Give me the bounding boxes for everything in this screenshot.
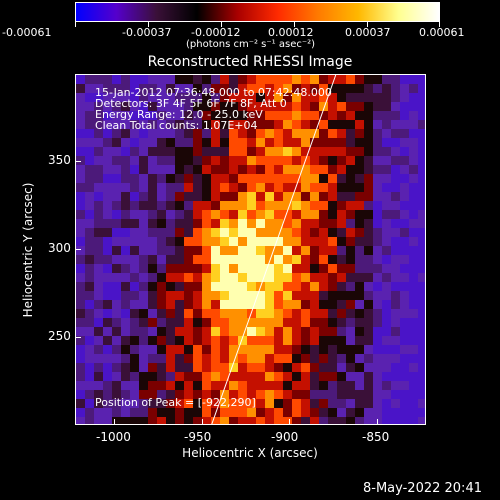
x-axis-label: Heliocentric X (arcsec) [182, 446, 318, 460]
colorbar-tick-label: -0.00037 [122, 26, 172, 39]
x-tick-mark [289, 419, 290, 425]
rhessi-image-plot: 15-Jan-2012 07:36:48.000 to 07:42:48.000… [75, 74, 426, 425]
x-tick-label: -1000 [96, 430, 131, 444]
y-tick-label: 300 [48, 241, 71, 255]
colorbar-tick-label: -0.00012 [191, 26, 241, 39]
colorbar-unit-label: (photons cm⁻² s⁻¹ asec⁻²) [186, 39, 316, 50]
y-tick-mark [75, 337, 81, 338]
info-line-time: 15-Jan-2012 07:36:48.000 to 07:42:48.000 [95, 86, 332, 99]
y-tick-mark [75, 249, 81, 250]
colorbar-tick-mark [221, 22, 222, 27]
timestamp: 8-May-2022 20:41 [363, 481, 482, 496]
colorbar-tick-label: 0.00012 [268, 26, 314, 39]
y-tick-mark [75, 161, 81, 162]
rhessi-image-map [76, 75, 425, 424]
info-line-detectors: Detectors: 3F 4F 5F 6F 7F 8F, Att 0 [95, 97, 287, 110]
x-tick-mark [377, 419, 378, 425]
x-tick-mark [114, 419, 115, 425]
solar-limb-line [211, 75, 337, 424]
y-tick-label: 250 [48, 329, 71, 343]
peak-position-text: Position of Peak = [-922,290] [95, 396, 256, 409]
info-line-energy: Energy Range: 12.0 - 25.0 keV [95, 108, 263, 121]
x-tick-label: -950 [184, 430, 212, 444]
colorbar [75, 2, 440, 22]
colorbar-tick-label: 0.00037 [345, 26, 391, 39]
y-axis-label: Heliocentric Y (arcsec) [21, 182, 35, 318]
y-tick-label: 350 [48, 153, 71, 167]
x-tick-mark [202, 419, 203, 425]
colorbar-tick-label: -0.00061 [2, 26, 52, 39]
colorbar-tick-mark [367, 22, 368, 27]
colorbar-tick-mark [439, 22, 440, 27]
x-tick-label: -850 [362, 430, 390, 444]
info-line-clean: Clean Total counts: 1.07E+04 [95, 119, 258, 132]
colorbar-tick-mark [294, 22, 295, 27]
colorbar-tick-label: 0.00061 [419, 26, 465, 39]
colorbar-tick-mark [148, 22, 149, 27]
plot-title: Reconstructed RHESSI Image [147, 54, 353, 70]
colorbar-tick-mark [75, 22, 76, 27]
x-tick-label: -900 [271, 430, 299, 444]
